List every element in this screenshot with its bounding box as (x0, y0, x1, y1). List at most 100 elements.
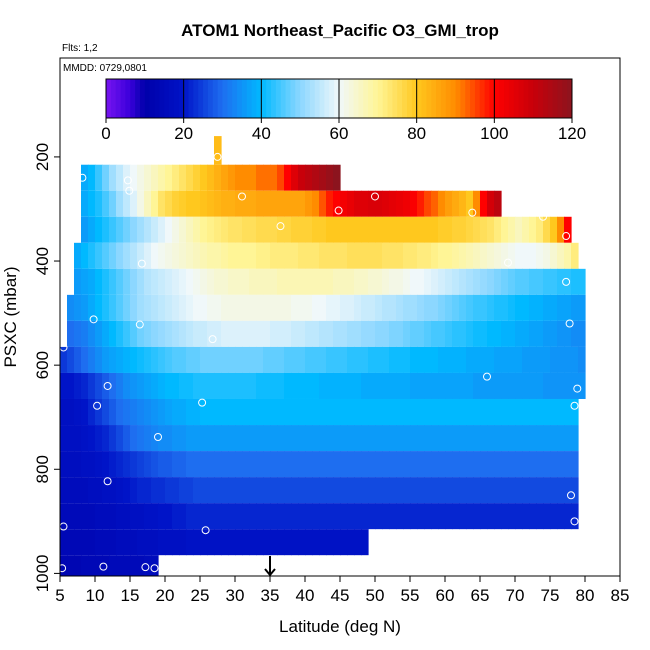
heatmap-cell (116, 555, 124, 576)
heatmap-cell (116, 425, 124, 452)
colorbar-swatch (567, 79, 573, 118)
heatmap-cell (529, 398, 537, 426)
heatmap-cell (571, 451, 579, 478)
heatmap-cell (578, 294, 586, 321)
heatmap-cell (571, 268, 579, 295)
heatmap-cell (151, 346, 159, 373)
heatmap-cell (529, 294, 537, 321)
colorbar-swatch (251, 79, 257, 118)
colorbar-swatch (538, 79, 544, 118)
heatmap-cell (228, 164, 236, 191)
heatmap-cell (375, 320, 383, 347)
heatmap-cell (95, 320, 103, 347)
heatmap-cell (431, 216, 439, 243)
heatmap-cell (123, 320, 131, 347)
sample-point (504, 258, 512, 267)
heatmap-cell (109, 268, 117, 295)
heatmap-cell (494, 294, 502, 321)
heatmap-cell (88, 320, 96, 347)
heatmap-cell (193, 451, 201, 478)
heatmap-cell (515, 398, 523, 426)
heatmap-cell (557, 242, 565, 269)
colorbar: 0 20 40 60 80 100 120 (101, 78, 586, 143)
heatmap-cell (88, 451, 96, 478)
heatmap-cell (557, 294, 565, 321)
heatmap-cell (431, 503, 439, 530)
colorbar-swatch (372, 79, 379, 118)
heatmap-cell (494, 242, 502, 269)
heatmap-cell (144, 164, 152, 191)
heatmap-cell (207, 529, 215, 556)
heatmap-cell (60, 346, 68, 373)
heatmap-cell (578, 372, 586, 399)
heatmap-cell (67, 320, 75, 347)
heatmap-cell (550, 425, 558, 452)
heatmap-cell (319, 398, 327, 426)
heatmap-cell (466, 398, 474, 426)
heatmap-cell (200, 398, 208, 426)
heatmap-cell (410, 190, 418, 217)
heatmap-cell (67, 398, 75, 426)
heatmap-cell (382, 398, 390, 426)
heatmap-cell (445, 346, 453, 373)
heatmap-cell (74, 320, 82, 347)
heatmap-cell (480, 451, 488, 478)
heatmap-cell (508, 216, 516, 243)
heatmap-cell (179, 503, 187, 530)
heatmap-cell (116, 294, 124, 321)
heatmap-cell (193, 477, 201, 504)
sample-point (468, 208, 477, 217)
sample-point (238, 192, 246, 201)
colorbar-swatch (159, 79, 165, 118)
heatmap-cell (221, 451, 229, 478)
heatmap-cell (382, 372, 390, 399)
heatmap-cell (333, 320, 341, 347)
heatmap-cell (459, 503, 467, 530)
heatmap-cell (284, 242, 292, 269)
heatmap-cell (291, 477, 299, 504)
heatmap-cell (438, 190, 446, 217)
heatmap-cell (235, 398, 243, 426)
heatmap-cell (158, 372, 166, 399)
heatmap-cell (95, 425, 103, 452)
heatmap-cell (522, 425, 530, 452)
heatmap-cell (186, 451, 194, 478)
heatmap-cell (291, 294, 299, 321)
heatmap-cell (445, 294, 453, 321)
heatmap-cell (151, 477, 159, 504)
heatmap-cell (354, 242, 362, 269)
heatmap-cell (466, 268, 474, 295)
heatmap-cell (60, 372, 68, 399)
heatmap-cell (410, 398, 418, 426)
heatmap-cell (95, 346, 103, 373)
heatmap-cell (403, 451, 411, 478)
heatmap-cell (249, 190, 257, 217)
heatmap-cell (102, 555, 110, 576)
heatmap-cell (123, 164, 131, 191)
heatmap-cell (431, 398, 439, 426)
heatmap-cell (137, 529, 145, 556)
heatmap-cell (452, 425, 460, 452)
heatmap-cell (445, 242, 453, 269)
heatmap-cell (109, 346, 117, 373)
heatmap-cell (242, 242, 250, 269)
heatmap-cell (221, 294, 229, 321)
heatmap-cell (354, 294, 362, 321)
heatmap-cell (123, 216, 131, 243)
colorbar-swatch (416, 79, 423, 118)
heatmap-cell (347, 372, 355, 399)
heatmap-cell (242, 346, 250, 373)
heatmap-cell (340, 529, 348, 556)
heatmap-cell (445, 477, 453, 504)
heatmap-cell (361, 320, 369, 347)
heatmap-cell (536, 242, 544, 269)
heatmap-cell (109, 190, 117, 217)
heatmap-cell (137, 242, 145, 269)
heatmap-cell (354, 425, 362, 452)
heatmap-cell (144, 398, 152, 426)
heatmap-cell (410, 503, 418, 530)
heatmap-cell (116, 398, 124, 426)
sample-point (213, 152, 222, 161)
heatmap-cell (102, 477, 110, 504)
heatmap-cell (368, 190, 376, 217)
